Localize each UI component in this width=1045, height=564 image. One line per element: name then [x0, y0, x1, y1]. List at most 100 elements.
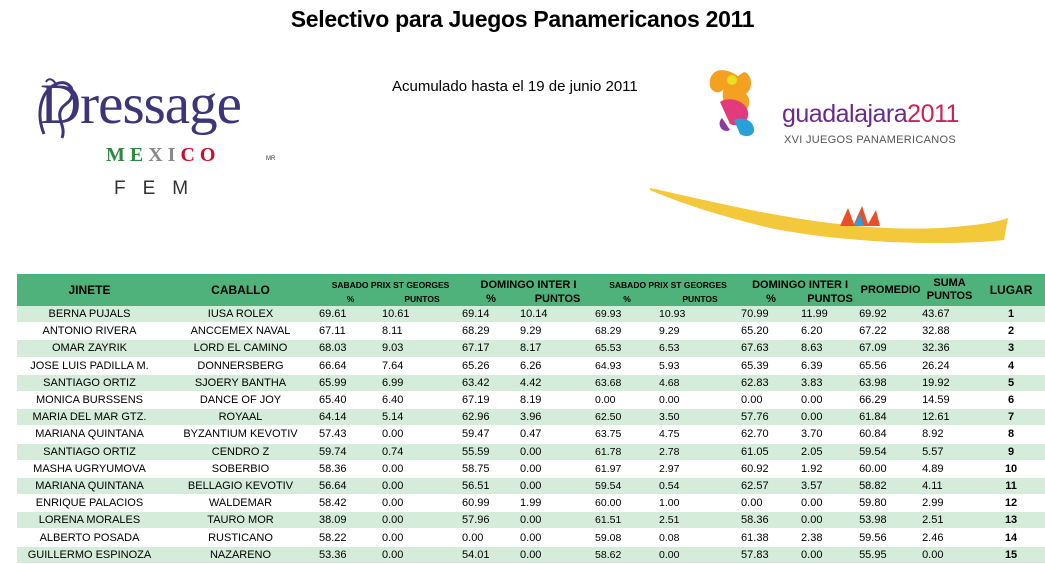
cell-sat2-puntos: 4.75	[659, 425, 742, 444]
cell-sat2-puntos: 9.29	[659, 322, 742, 341]
cell-sat1-puntos: 10.61	[382, 306, 463, 324]
cell-sun2-pct: 67.63	[741, 339, 802, 358]
cell-sat1-pct: 66.64	[319, 357, 382, 375]
cell-promedio: 55.95	[859, 546, 923, 564]
cell-sun1-puntos: 0.00	[520, 477, 596, 496]
cell-sat1-pct: 58.36	[319, 460, 382, 478]
cell-suma: 2.46	[922, 528, 978, 547]
cell-jinete: LORENA MORALES	[17, 511, 162, 530]
cell-suma: 14.59	[922, 391, 978, 410]
cell-jinete: BERNA PUJALS	[17, 306, 162, 324]
cell-lugar: 15	[977, 546, 1045, 564]
cell-sun2-puntos: 6.39	[801, 357, 860, 375]
cell-suma: 19.92	[922, 374, 978, 392]
dressage-mexico-logo: Dressage MEXICO MR FEM	[26, 72, 286, 202]
dressage-wordmark: Dressage	[40, 73, 242, 136]
cell-sat2-pct: 68.29	[595, 322, 660, 341]
panamerican-torch-icon	[650, 70, 1008, 244]
table-row: MARIANA QUINTANA BYZANTIUM KEVOTIV 57.43 0.…	[17, 425, 1045, 444]
cell-sat1-puntos: 9.03	[382, 339, 463, 358]
cell-sun1-puntos: 0.00	[520, 528, 596, 547]
cell-lugar: 10	[977, 460, 1045, 478]
cell-lugar: 2	[977, 322, 1045, 341]
cell-lugar: 1	[977, 306, 1045, 324]
cell-lugar: 11	[977, 477, 1045, 496]
cell-sun2-pct: 57.83	[741, 546, 802, 564]
cell-sun1-puntos: 1.99	[520, 494, 596, 513]
cell-promedio: 59.54	[859, 443, 923, 461]
cell-sun1-pct: 69.14	[462, 306, 521, 324]
cell-suma: 12.61	[922, 408, 978, 427]
cell-sun2-pct: 0.00	[741, 494, 802, 513]
cell-sat2-pct: 62.50	[595, 408, 660, 427]
cell-caballo: WALDEMAR	[162, 494, 319, 513]
table-row: LORENA MORALES TAURO MOR 38.09 0.00 57.96 0.0…	[17, 511, 1045, 530]
cell-sat2-puntos: 1.00	[659, 494, 742, 513]
cell-suma: 4.89	[922, 460, 978, 478]
cell-suma: 32.36	[922, 339, 978, 358]
cell-promedio: 60.00	[859, 460, 923, 478]
cell-sat1-puntos: 0.00	[382, 546, 463, 564]
table-row: OMAR ZAYRIK LORD EL CAMINO 68.03 9.03 67.17 8…	[17, 339, 1045, 358]
cell-promedio: 67.09	[859, 339, 923, 358]
cell-sun1-pct: 67.17	[462, 339, 521, 358]
subheader-pct: %	[319, 292, 382, 306]
header-sun-inter-1: DOMINGO INTER I	[462, 274, 596, 292]
cell-sat1-pct: 65.99	[319, 374, 382, 392]
cell-sun1-pct: 57.96	[462, 511, 521, 530]
header-suma: SUMA PUNTOS	[922, 274, 978, 306]
cell-lugar: 6	[977, 391, 1045, 410]
cell-sat2-puntos: 2.78	[659, 443, 742, 461]
subheader-puntos: PUNTOS	[382, 292, 463, 306]
header-sun-inter-2: DOMINGO INTER I	[741, 274, 860, 292]
cell-sun2-puntos: 0.00	[801, 494, 860, 513]
cell-suma: 8.92	[922, 425, 978, 444]
cell-sun1-puntos: 0.00	[520, 546, 596, 564]
cell-sat1-puntos: 0.00	[382, 511, 463, 530]
table-subheader-row: % PUNTOS % PUNTOS % PUNTOS % PUNTOS	[17, 292, 1045, 306]
cell-sun1-pct: 65.26	[462, 357, 521, 375]
cell-lugar: 4	[977, 357, 1045, 375]
header-jinete: JINETE	[17, 274, 162, 306]
cell-sat2-pct: 61.51	[595, 511, 660, 530]
cell-jinete: OMAR ZAYRIK	[17, 339, 162, 358]
cell-sun2-puntos: 2.05	[801, 443, 860, 461]
cell-caballo: SOBERBIO	[162, 460, 319, 478]
cell-jinete: MARIA DEL MAR GTZ.	[17, 408, 162, 427]
cell-lugar: 3	[977, 339, 1045, 358]
cell-sun2-pct: 62.83	[741, 374, 802, 392]
cell-sat1-puntos: 0.00	[382, 494, 463, 513]
cell-caballo: RUSTICANO	[162, 528, 319, 547]
cell-sat1-puntos: 5.14	[382, 408, 463, 427]
cell-sun2-pct: 57.76	[741, 408, 802, 427]
table-row: ENRIQUE PALACIOS WALDEMAR 58.42 0.00 60.99 1.…	[17, 494, 1045, 513]
cell-suma: 0.00	[922, 546, 978, 564]
guadalajara-wordmark: guadalajara2011	[782, 100, 959, 128]
cell-sun1-puntos: 10.14	[520, 306, 596, 324]
subheader-puntos: PUNTOS	[520, 292, 596, 306]
cell-lugar: 14	[977, 528, 1045, 547]
cell-jinete: SANTIAGO ORTIZ	[17, 443, 162, 461]
cell-lugar: 5	[977, 374, 1045, 392]
cell-sat1-pct: 69.61	[319, 306, 382, 324]
cell-sun2-puntos: 3.57	[801, 477, 860, 496]
table-row: JOSE LUIS PADILLA M. DONNERSBERG 66.64 7.64…	[17, 357, 1045, 375]
guadalajara-tagline: XVI JUEGOS PANAMERICANOS	[784, 134, 957, 146]
cell-sun2-puntos: 8.63	[801, 339, 860, 358]
cell-sat2-pct: 59.08	[595, 528, 660, 547]
cell-lugar: 8	[977, 425, 1045, 444]
cell-sun2-puntos: 6.20	[801, 322, 860, 341]
cell-sat1-puntos: 0.00	[382, 460, 463, 478]
cell-sun2-pct: 61.38	[741, 528, 802, 547]
cell-sun1-pct: 67.19	[462, 391, 521, 410]
cell-sat2-puntos: 4.68	[659, 374, 742, 392]
cell-suma: 5.57	[922, 443, 978, 461]
cell-sat2-pct: 60.00	[595, 494, 660, 513]
cell-caballo: BYZANTIUM KEVOTIV	[162, 425, 319, 444]
cell-sat2-puntos: 0.00	[659, 546, 742, 564]
cell-promedio: 61.84	[859, 408, 923, 427]
subheader-puntos: PUNTOS	[659, 292, 742, 306]
header-lugar: LUGAR	[977, 274, 1045, 306]
cell-promedio: 69.92	[859, 306, 923, 324]
cell-suma: 4.11	[922, 477, 978, 496]
